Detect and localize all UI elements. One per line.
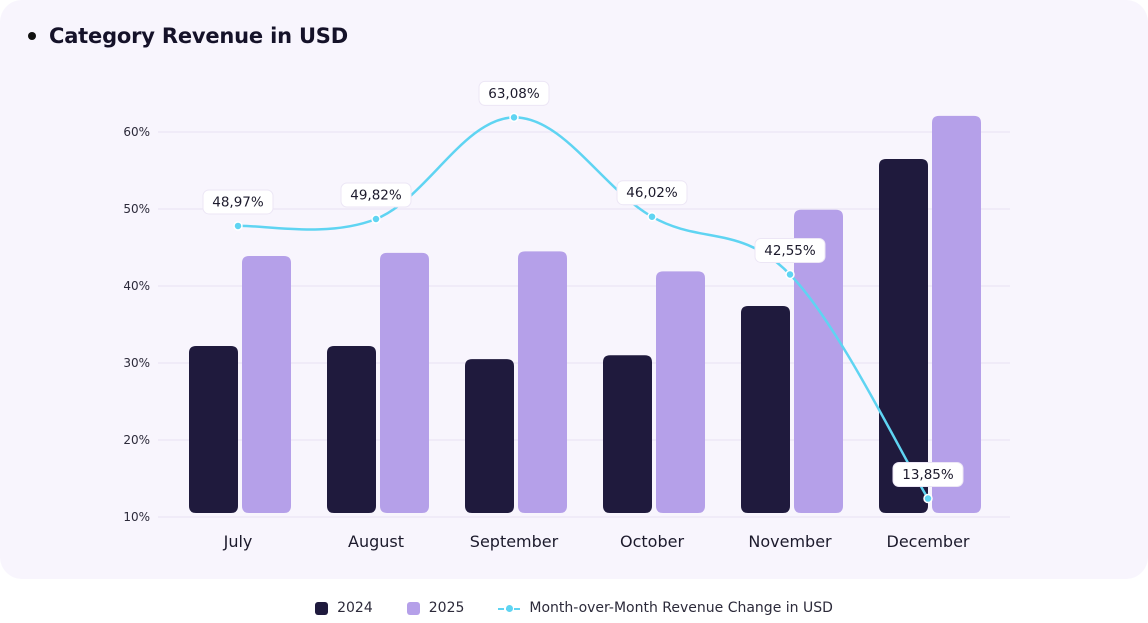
bar-2025-august[interactable]: [380, 252, 429, 513]
bar-2025-september[interactable]: [518, 251, 567, 513]
legend-item-2024[interactable]: 2024: [315, 600, 373, 616]
y-tick-label: 40%: [123, 279, 150, 293]
x-tick-label: July: [223, 532, 253, 551]
data-label-text: 49,82%: [350, 188, 402, 204]
data-label-box: [892, 462, 964, 488]
y-tick-label: 30%: [123, 356, 150, 370]
legend-swatch-2025: [406, 601, 420, 615]
data-label-box: [202, 189, 274, 215]
legend-label-2025: 2025: [428, 600, 465, 616]
bar-2024-december[interactable]: [879, 158, 928, 513]
data-label: 63,08%: [478, 80, 550, 106]
data-label-box: [754, 237, 826, 263]
mom-change-point[interactable]: [647, 211, 657, 222]
bar-2025-july[interactable]: [242, 255, 291, 513]
dashed-line-icon: [498, 602, 521, 615]
y-tick-label: 60%: [123, 125, 150, 139]
chart-legend: 2024 2025 Month-over-Month Revenue Chang…: [0, 600, 1148, 616]
x-tick-label: November: [748, 532, 832, 551]
y-tick-label: 50%: [123, 202, 150, 216]
data-label: 13,85%: [892, 462, 964, 488]
data-label: 42,55%: [754, 237, 826, 263]
data-label: 49,82%: [340, 182, 412, 208]
bar-2025-december[interactable]: [932, 115, 981, 513]
bar-2024-july[interactable]: [189, 346, 238, 513]
mom-change-point[interactable]: [509, 112, 519, 123]
y-tick-label: 10%: [123, 510, 150, 524]
bar-2025-october[interactable]: [656, 271, 705, 513]
x-tick-label: September: [470, 532, 559, 551]
data-label-box: [340, 182, 412, 208]
data-label: 48,97%: [202, 189, 274, 215]
data-label-box: [616, 180, 688, 206]
legend-item-mom-change[interactable]: Month-over-Month Revenue Change in USD: [498, 600, 833, 616]
x-tick-label: August: [348, 532, 404, 551]
legend-swatch-2024: [315, 601, 329, 615]
chart-title: Category Revenue in USD: [49, 24, 348, 48]
bar-2024-august[interactable]: [327, 346, 376, 513]
data-label-text: 13,85%: [902, 467, 954, 483]
legend-label-2024: 2024: [337, 600, 373, 616]
legend-item-2025[interactable]: 2025: [406, 600, 465, 616]
x-tick-label: October: [620, 532, 684, 551]
y-tick-label: 20%: [123, 433, 150, 447]
chart-area: 10% 20% 30% 40% 50% 60% July August September Oct…: [123, 80, 1010, 551]
data-label: 46,02%: [616, 180, 688, 206]
mom-change-point[interactable]: [371, 214, 381, 224]
data-label-text: 63,08%: [488, 86, 540, 102]
bar-2024-october[interactable]: [603, 355, 652, 513]
bullet-dot-icon: [28, 32, 36, 40]
legend-label-mom-change: Month-over-Month Revenue Change in USD: [529, 600, 833, 616]
mom-change-point[interactable]: [923, 493, 933, 504]
bar-2024-september[interactable]: [465, 359, 514, 513]
data-label-box: [478, 80, 550, 106]
mom-change-point[interactable]: [785, 269, 795, 280]
data-label-text: 46,02%: [626, 185, 678, 201]
x-tick-label: December: [887, 532, 970, 551]
bar-2025-november[interactable]: [794, 209, 843, 513]
data-label-text: 42,55%: [764, 243, 816, 259]
bar-2024-november[interactable]: [741, 306, 790, 513]
chart-header: Category Revenue in USD: [28, 24, 348, 48]
mom-change-point[interactable]: [233, 221, 243, 231]
data-label-text: 48,97%: [212, 194, 264, 210]
